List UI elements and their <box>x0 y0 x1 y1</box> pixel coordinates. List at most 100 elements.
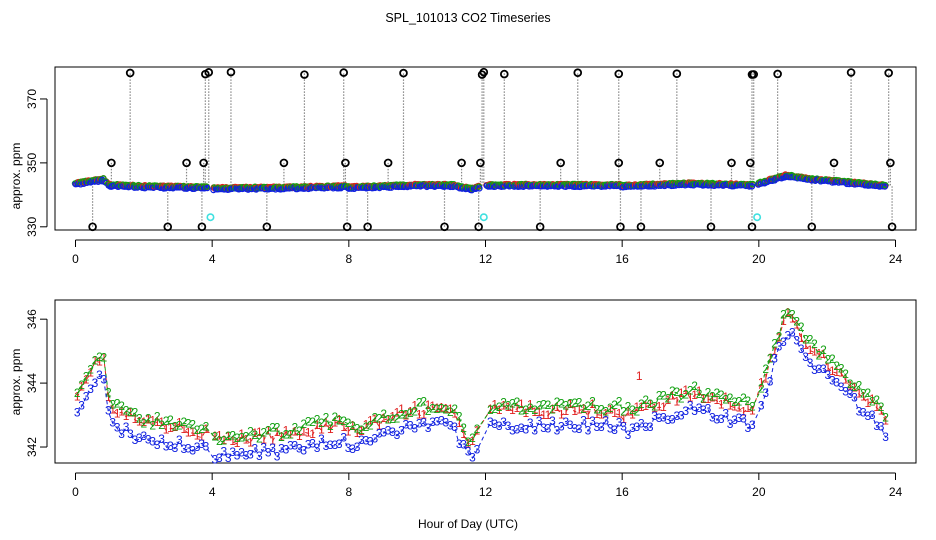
series-3-marker: 3 <box>825 368 832 382</box>
series-1-marker: 1 <box>101 351 108 365</box>
series-1-marker: 1 <box>358 424 365 438</box>
series-2-marker: 2 <box>776 329 783 343</box>
series-3-marker: 3 <box>598 420 605 434</box>
outlier-mid-point <box>279 158 289 168</box>
series-1-marker: 1 <box>780 314 787 328</box>
series-2-marker: 2 <box>856 379 863 393</box>
series-2-marker: 2 <box>527 401 534 415</box>
series-2-marker: 2 <box>549 402 556 416</box>
bottom-x-tick-label: 24 <box>889 485 903 499</box>
series-2-marker: 2 <box>225 429 232 443</box>
series-2-marker: 2 <box>132 406 139 420</box>
series-2-marker: 2 <box>829 352 836 366</box>
series-3-marker: 3 <box>820 362 827 376</box>
series-1-marker: 1 <box>531 405 538 419</box>
series-2-marker: 2 <box>176 419 183 433</box>
bottom-x-tick-label: 0 <box>72 485 79 499</box>
series-3-point <box>476 185 483 192</box>
series-3-marker: 3 <box>518 421 525 435</box>
series-2-marker: 2 <box>109 398 116 412</box>
series-2-marker: 2 <box>376 411 383 425</box>
series-1-marker: 1 <box>420 407 427 421</box>
series-1-marker: 1 <box>749 403 756 417</box>
series-1-marker: 1 <box>616 407 623 421</box>
series-3-marker: 3 <box>576 422 583 436</box>
series-1-marker: 1 <box>585 408 592 422</box>
outlier-low-point <box>807 222 817 232</box>
series-2-marker: 2 <box>434 402 441 416</box>
outlier-low-point <box>88 222 97 232</box>
series-2-marker: 2 <box>540 398 547 412</box>
series-1-marker: 1 <box>336 413 343 427</box>
series-1-marker: 1 <box>132 412 139 426</box>
series-1-marker: 1 <box>292 425 299 439</box>
bottom-x-tick-label: 16 <box>615 485 629 499</box>
x-axis-label: Hour of Day (UTC) <box>418 517 518 531</box>
series-3-marker: 3 <box>634 420 641 434</box>
bottom-x-tick-label: 12 <box>479 485 493 499</box>
series-1-marker: 1 <box>589 397 596 411</box>
bottom-x-tick-label: 8 <box>345 485 352 499</box>
series-3-marker: 3 <box>882 430 889 444</box>
series-3-marker: 3 <box>158 432 165 446</box>
series-1-marker: 1 <box>576 403 583 417</box>
series-1-marker: 1 <box>256 425 263 439</box>
series-3-marker: 3 <box>682 404 689 418</box>
series-3-marker: 3 <box>527 416 534 430</box>
series-2-marker: 2 <box>438 401 445 415</box>
series-1-marker: 1 <box>514 401 521 415</box>
series-2-marker: 2 <box>358 423 365 437</box>
series-2-marker: 2 <box>127 405 134 419</box>
top-ylabel: approx. ppm <box>9 143 23 210</box>
series-2-marker: 2 <box>505 398 512 412</box>
series-1-marker: 1 <box>691 388 698 402</box>
series-1-marker: 1 <box>673 394 680 408</box>
series-2-marker: 2 <box>514 395 521 409</box>
series-1-marker: 1 <box>407 405 414 419</box>
series-3-marker: 3 <box>491 417 498 431</box>
series-2-marker: 2 <box>616 394 623 408</box>
series-1-marker: 1 <box>545 408 552 422</box>
series-2-marker: 2 <box>705 385 712 399</box>
series-2-marker: 2 <box>651 399 658 413</box>
series-1-marker: 1 <box>385 413 392 427</box>
series-2-marker: 2 <box>602 404 609 418</box>
series-2-marker: 2 <box>260 425 267 439</box>
series-3-marker: 3 <box>531 424 538 438</box>
series-2-marker: 2 <box>638 397 645 411</box>
outlier-high-point <box>479 67 489 77</box>
series-1-marker: 1 <box>314 418 321 432</box>
series-1-spike-marker: 1 <box>636 369 643 383</box>
outlier-high-point <box>499 69 509 79</box>
series-3-marker: 3 <box>247 448 254 462</box>
series-2-marker: 2 <box>758 381 765 395</box>
series-3-marker: 3 <box>300 443 307 457</box>
series-3-marker: 3 <box>345 441 352 455</box>
series-1-marker: 1 <box>167 421 174 435</box>
outlier-mid-point <box>199 158 208 168</box>
series-1-marker: 1 <box>758 375 765 389</box>
series-2-marker: 2 <box>607 401 614 415</box>
outlier-mid-point <box>829 158 839 168</box>
outlier-low-point <box>535 222 545 232</box>
bottom-plot-frame <box>54 299 917 464</box>
outlier-high-point <box>399 68 408 78</box>
series-1-marker: 1 <box>678 386 685 400</box>
series-1-marker: 1 <box>705 392 712 406</box>
series-2-marker: 2 <box>220 433 227 447</box>
series-1-marker: 1 <box>878 403 885 417</box>
outlier-high-point <box>125 68 135 78</box>
series-1-marker: 1 <box>238 427 245 441</box>
series-3-marker: 3 <box>74 405 81 419</box>
series-1-marker: 1 <box>771 344 778 358</box>
series-2-marker: 2 <box>847 377 854 391</box>
series-1-marker: 1 <box>811 345 818 359</box>
series-2-marker: 2 <box>696 387 703 401</box>
series-1-marker: 1 <box>216 428 223 442</box>
series-3-marker: 3 <box>802 350 809 364</box>
outlier-high-point <box>226 67 236 77</box>
series-3-marker: 3 <box>438 414 445 428</box>
series-3-marker: 3 <box>687 399 694 413</box>
series-2-marker: 2 <box>562 399 569 413</box>
outlier-mid-point <box>886 158 895 168</box>
